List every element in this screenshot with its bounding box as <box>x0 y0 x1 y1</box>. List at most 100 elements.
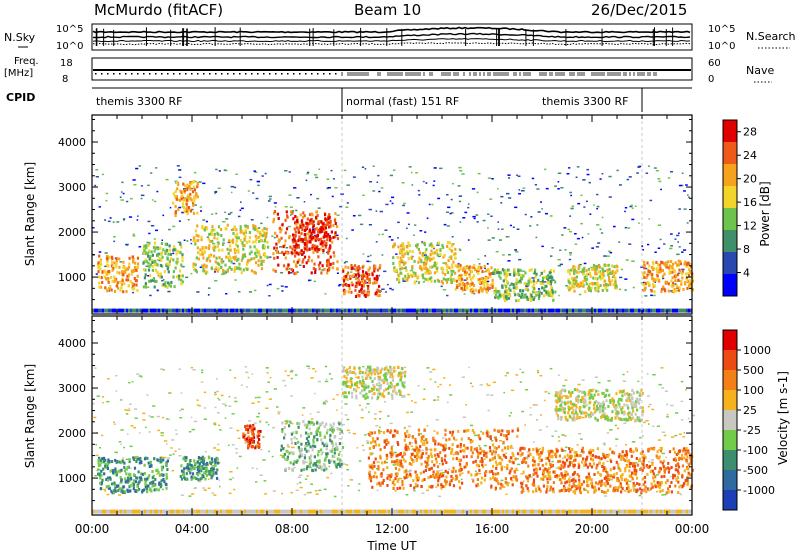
echo-cell <box>210 457 214 461</box>
echo-cell <box>344 391 347 395</box>
echo-cell <box>563 227 567 229</box>
echo-cell <box>214 462 217 466</box>
echo-cell <box>426 217 429 219</box>
echo-cell <box>160 465 163 469</box>
echo-cell <box>447 259 450 262</box>
echo-cell <box>328 221 331 225</box>
echo-cell <box>328 213 331 217</box>
echo-cell <box>429 253 432 257</box>
echo-cell <box>189 197 192 201</box>
echo-cell <box>234 377 237 379</box>
echo-cell <box>532 404 536 406</box>
echo-cell <box>281 250 284 254</box>
echo-cell <box>430 242 433 246</box>
echo-cell <box>379 426 381 429</box>
echo-cell <box>313 230 316 234</box>
echo-cell <box>213 494 217 496</box>
echo-cell <box>262 308 264 313</box>
echo-cell <box>639 460 643 463</box>
echo-cell <box>615 286 619 290</box>
echo-cell <box>458 267 462 271</box>
echo-cell <box>142 268 145 272</box>
echo-cell <box>312 444 315 448</box>
echo-cell <box>370 387 373 391</box>
echo-cell <box>680 400 684 403</box>
echo-cell <box>368 208 372 211</box>
echo-cell <box>257 263 260 267</box>
echo-cell <box>137 481 140 485</box>
echo-cell <box>502 279 505 283</box>
echo-cell <box>214 268 217 272</box>
echo-cell <box>551 435 554 437</box>
echo-cell <box>251 402 255 404</box>
echo-cell <box>361 444 364 447</box>
echo-cell <box>287 374 290 377</box>
echo-cell <box>436 269 439 273</box>
echo-cell <box>393 366 396 370</box>
echo-cell <box>144 485 147 489</box>
echo-cell <box>512 283 515 287</box>
echo-cell <box>280 448 283 452</box>
echo-cell <box>311 222 314 226</box>
echo-cell <box>446 225 450 227</box>
echo-cell <box>425 257 429 261</box>
echo-cell <box>422 276 425 280</box>
echo-cell <box>115 460 118 464</box>
echo-cell <box>325 452 328 456</box>
echo-cell <box>125 458 129 461</box>
echo-cell <box>565 446 568 449</box>
echo-cell <box>330 169 333 172</box>
echo-cell <box>462 416 466 418</box>
echo-cell <box>479 286 482 290</box>
echo-cell <box>338 442 341 446</box>
echo-cell <box>129 484 132 488</box>
echo-cell <box>445 211 450 213</box>
echo-cell <box>112 265 115 269</box>
echo-cell <box>146 456 149 460</box>
echo-cell <box>433 264 436 268</box>
echo-cell <box>121 459 125 463</box>
echo-cell <box>499 276 502 280</box>
echo-cell <box>300 222 303 226</box>
echo-cell <box>494 294 498 297</box>
echo-cell <box>190 467 193 471</box>
echo-cell <box>414 482 417 484</box>
echo-cell <box>568 167 571 169</box>
echo-cell <box>192 476 195 480</box>
echo-cell <box>514 293 517 297</box>
echo-cell <box>120 429 124 431</box>
echo-cell <box>544 168 547 171</box>
echo-cell <box>358 404 361 407</box>
echo-cell <box>263 232 266 236</box>
echo-cell <box>148 241 151 245</box>
echo-cell <box>426 367 430 369</box>
echo-cell <box>478 265 482 269</box>
echo-cell <box>254 261 258 265</box>
echo-cell <box>215 212 218 215</box>
echo-cell <box>614 280 617 284</box>
echo-cell <box>276 406 279 408</box>
echo-cell <box>172 258 175 262</box>
echo-cell <box>400 251 404 255</box>
echo-cell <box>536 369 539 372</box>
echo-cell <box>224 308 226 313</box>
echo-cell <box>145 265 149 267</box>
echo-cell <box>161 264 164 268</box>
echo-cell <box>300 453 304 457</box>
echo-cell <box>681 276 684 280</box>
echo-cell <box>582 416 585 419</box>
echo-cell <box>458 166 462 169</box>
echo-cell <box>289 370 294 373</box>
echo-cell <box>464 211 468 214</box>
echo-cell <box>191 493 195 495</box>
echo-cell <box>421 241 423 243</box>
nave-dot <box>137 73 139 75</box>
echo-cell <box>284 231 287 235</box>
echo-cell <box>313 392 316 395</box>
echo-cell <box>275 242 278 246</box>
echo-cell <box>584 308 586 313</box>
echo-cell <box>211 473 214 477</box>
echo-cell <box>361 382 364 386</box>
echo-cell <box>387 387 390 391</box>
echo-cell <box>182 182 185 186</box>
